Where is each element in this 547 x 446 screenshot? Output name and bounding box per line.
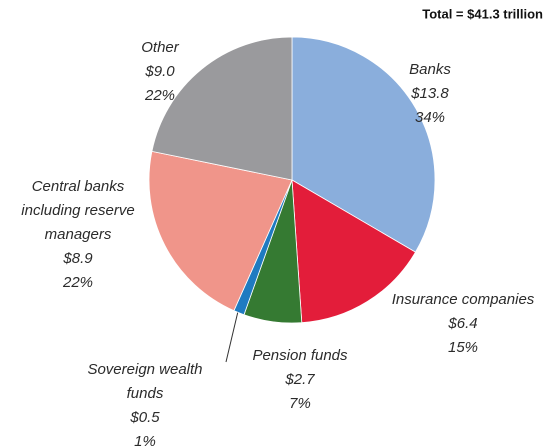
pie-slice — [291, 179, 417, 324]
slice-label: Sovereign wealth funds — [87, 361, 202, 402]
label-line: managers — [45, 226, 112, 243]
share-label: 15% — [448, 339, 478, 356]
pie-slice — [291, 36, 436, 253]
label-line: Banks — [409, 61, 451, 78]
slice-label: Insurance companies — [392, 291, 535, 308]
label-line: Other — [141, 39, 180, 56]
value-label: $8.9 — [62, 250, 93, 267]
share-label: 7% — [289, 395, 311, 412]
label-line: Insurance companies — [392, 291, 535, 308]
value-label: $0.5 — [129, 409, 160, 426]
value-label: $9.0 — [144, 63, 175, 80]
share-label: 34% — [415, 109, 445, 126]
value-label: $6.4 — [447, 315, 477, 332]
label-line: Pension funds — [252, 347, 348, 364]
share-label: 22% — [62, 274, 93, 291]
slice-label: Pension funds — [252, 347, 348, 364]
slice-label: Other — [141, 39, 180, 56]
label-line: funds — [127, 385, 164, 402]
label-line: including reserve — [21, 202, 134, 219]
pie-slice — [151, 36, 293, 181]
label-line: Sovereign wealth — [87, 361, 202, 378]
share-label: 1% — [134, 433, 156, 446]
slice-label: Banks — [409, 61, 451, 78]
label-line: Central banks — [32, 178, 125, 195]
slice-label: Central banks including reserve managers — [21, 178, 134, 243]
value-label: $2.7 — [284, 371, 315, 388]
chart-title: Total = $41.3 trillion — [422, 6, 543, 21]
pie-slice — [148, 150, 293, 312]
value-label: $13.8 — [410, 85, 449, 102]
share-label: 22% — [144, 87, 175, 104]
